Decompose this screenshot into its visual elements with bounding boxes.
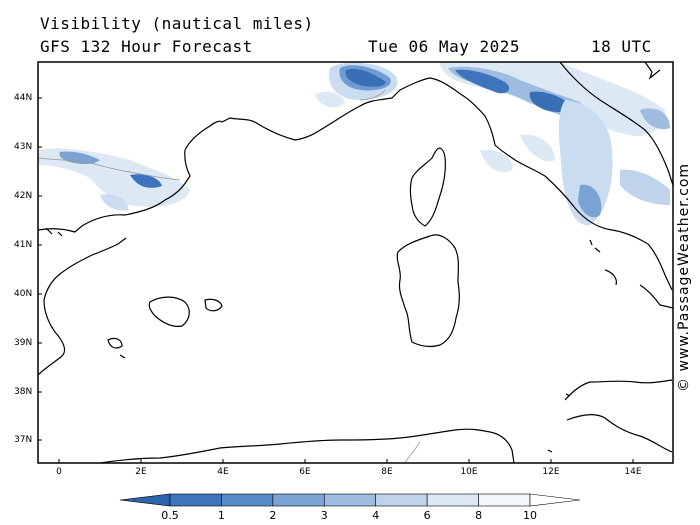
lon-label-2e: 2E [135, 467, 147, 477]
map-title: Visibility (nautical miles) [40, 14, 314, 33]
colorbar-high-arrow [529, 493, 581, 507]
lat-label-38n: 38N [14, 387, 33, 397]
colorbar-segment [375, 493, 428, 507]
colorbar [119, 493, 581, 507]
lat-label-40n: 40N [14, 289, 33, 299]
colorbar-segment [478, 493, 531, 507]
watermark: © www.PassageWeather.com [676, 162, 692, 392]
lon-label-8e: 8E [381, 467, 393, 477]
colorbar-label: 0.5 [161, 509, 179, 522]
colorbar-segment [169, 493, 222, 507]
lon-label-0: 0 [56, 467, 62, 477]
colorbar-label: 1 [217, 509, 225, 522]
lat-label-39n: 39N [14, 338, 33, 348]
lat-label-44n: 44N [14, 93, 33, 103]
lon-label-14e: 14E [624, 467, 642, 477]
colorbar-segment [221, 493, 274, 507]
colorbar-label: 10 [523, 509, 537, 522]
lat-label-43n: 43N [14, 142, 33, 152]
axis-ticks [38, 97, 634, 463]
visibility-shading [38, 62, 670, 226]
borders [38, 89, 421, 463]
coastlines [38, 62, 673, 463]
lat-label-37n: 37N [14, 435, 33, 445]
lon-label-4e: 4E [217, 467, 229, 477]
colorbar-segment [426, 493, 479, 507]
lat-label-42n: 42N [14, 191, 33, 201]
lon-label-10e: 10E [460, 467, 478, 477]
colorbar-label: 3 [320, 509, 328, 522]
forecast-date: Tue 06 May 2025 [368, 37, 520, 56]
forecast-time: 18 UTC [591, 37, 652, 56]
colorbar-segment [323, 493, 377, 507]
colorbar-label: 6 [423, 509, 431, 522]
colorbar-low-arrow [119, 493, 171, 507]
colorbar-label: 2 [269, 509, 277, 522]
lat-label-41n: 41N [14, 240, 33, 250]
colorbar-label: 8 [475, 509, 483, 522]
colorbar-segment [272, 493, 325, 507]
lon-label-6e: 6E [299, 467, 311, 477]
forecast-subtitle: GFS 132 Hour Forecast [40, 37, 253, 56]
colorbar-label: 4 [372, 509, 380, 522]
map-frame [37, 61, 674, 464]
lon-label-12e: 12E [542, 467, 560, 477]
